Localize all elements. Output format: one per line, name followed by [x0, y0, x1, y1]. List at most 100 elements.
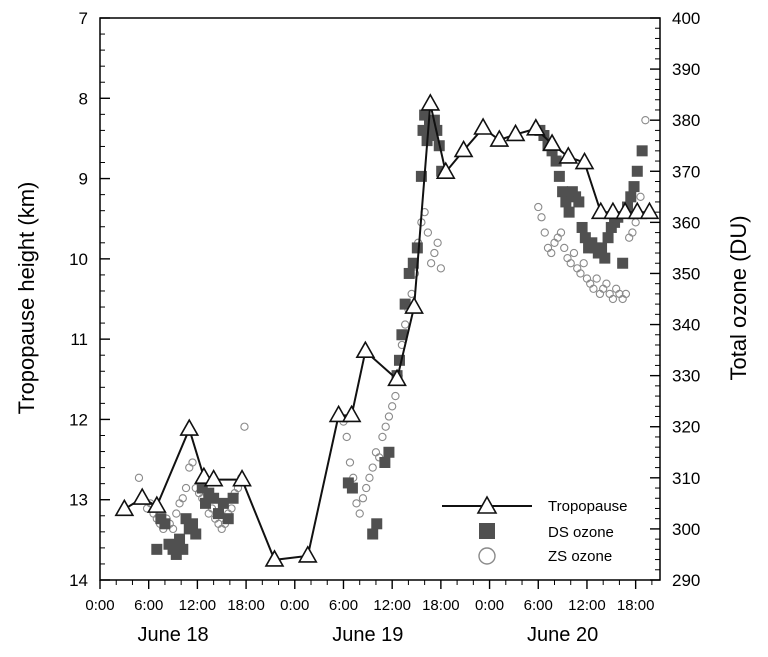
ds-ozone-point — [151, 543, 163, 555]
right-tick-label: 370 — [672, 162, 700, 181]
ds-ozone-point — [159, 518, 171, 530]
x-tick-label: 12:00 — [373, 597, 411, 614]
y-axis-left-title: Tropopause height (km) — [14, 182, 39, 415]
x-day-label: June 20 — [527, 624, 598, 646]
x-tick-label: 6:00 — [524, 597, 553, 614]
tropopause-point — [264, 549, 285, 567]
tropopause-point — [627, 201, 648, 220]
ds-ozone-point — [415, 170, 427, 182]
zs-ozone-point — [537, 213, 546, 222]
ds-ozone-point — [212, 508, 224, 520]
zs-ozone-point — [134, 473, 144, 482]
zs-ozone-point — [550, 238, 559, 247]
series-layer — [114, 93, 660, 567]
ds-ozone-point — [396, 329, 408, 341]
tropopause-point — [146, 495, 167, 513]
legend-zs-marker — [478, 547, 496, 565]
x-day-label: June 18 — [137, 624, 208, 646]
tropopause-point — [232, 469, 252, 487]
ds-ozone-point — [560, 196, 572, 208]
zs-ozone-point — [612, 284, 621, 293]
zs-ozone-point — [621, 289, 631, 299]
tropopause-point — [328, 404, 349, 423]
y-axis-right-title: Total ozone (DU) — [726, 215, 751, 380]
zs-ozone-point — [430, 248, 439, 258]
ds-ozone-point — [196, 482, 208, 494]
x-axis: 0:00 6:00 12:00 18:00 0:00 6:00 12:00 18:00 0:00… — [85, 580, 654, 646]
tropopause-point — [387, 368, 407, 387]
ds-ozone-point — [553, 170, 565, 182]
zs-ozone-point — [592, 274, 601, 283]
legend-ds-marker — [479, 523, 495, 539]
ds-ozone-point — [596, 242, 608, 254]
right-tick-label: 290 — [672, 571, 700, 590]
ds-ozone-point — [367, 528, 379, 540]
zs-ozone-point — [168, 524, 178, 534]
zs-ozone-point — [426, 259, 436, 268]
ds-ozone-point — [631, 165, 643, 177]
left-tick-label: 11 — [70, 330, 88, 349]
ds-ozone-point — [617, 257, 629, 269]
zs-ozone-point — [573, 264, 582, 273]
zs-ozone-point — [576, 269, 585, 278]
ds-ozone-point — [407, 257, 419, 269]
zs-ozone-point — [172, 509, 181, 518]
ds-ozone-point — [379, 456, 391, 468]
tropopause-point — [404, 296, 424, 314]
x-tick-label: 6:00 — [329, 597, 358, 614]
tropopause-point — [473, 117, 493, 135]
tropopause-point — [489, 129, 510, 147]
legend-ds-label: DS ozone — [548, 524, 614, 541]
zs-ozone-point — [599, 284, 608, 293]
left-tick-label: 14 — [69, 571, 88, 590]
zs-ozone-point — [595, 289, 605, 299]
x-tick-label: 18:00 — [227, 597, 265, 614]
left-tick-label: 9 — [79, 170, 88, 189]
x-tick-label: 12:00 — [179, 597, 217, 614]
zs-ozone-point — [388, 402, 397, 411]
x-tick-label: 18:00 — [422, 597, 460, 614]
zs-ozone-point — [605, 289, 614, 299]
zs-ozone-point — [355, 509, 364, 518]
zs-ozone-point — [436, 264, 446, 273]
right-axis: 290 300 310 320 330 340 350 360 370 380 390 400 — [650, 9, 700, 590]
ds-ozone-point — [383, 446, 395, 458]
zs-ozone-point — [185, 463, 194, 472]
zs-ozone-point — [543, 243, 553, 253]
tropopause-point — [341, 404, 362, 423]
ds-ozone-point — [174, 533, 186, 545]
ds-ozone-point — [217, 497, 229, 509]
zs-ozone-point — [384, 412, 394, 421]
left-tick-label: 12 — [69, 410, 88, 429]
x-day-label: June 19 — [332, 624, 403, 646]
ds-ozone-point — [557, 186, 569, 198]
left-tick-label: 13 — [69, 491, 88, 510]
ds-ozone-point — [170, 548, 182, 560]
zs-ozone-point — [618, 294, 627, 304]
ds-ozone-point — [222, 513, 234, 525]
tropopause-point — [453, 139, 474, 158]
zs-ozone-series — [134, 116, 650, 534]
tropopause-point — [203, 469, 224, 487]
tropopause-point — [639, 201, 660, 220]
ds-ozone-point — [411, 242, 423, 254]
zs-ozone-point — [423, 228, 433, 237]
right-tick-label: 340 — [672, 316, 700, 335]
ds-ozone-point — [399, 298, 411, 310]
zs-ozone-point — [391, 391, 400, 401]
ds-ozone-series — [151, 109, 648, 560]
zs-ozone-point — [342, 432, 351, 442]
zs-ozone-point — [534, 202, 543, 212]
plot-frame — [99, 17, 661, 581]
ds-ozone-point — [419, 109, 431, 121]
legend-tropopause-marker — [476, 495, 498, 514]
ds-ozone-point — [371, 518, 383, 530]
ds-ozone-point — [579, 232, 591, 244]
right-tick-label: 380 — [672, 111, 700, 130]
right-tick-label: 330 — [672, 367, 700, 386]
tropopause-point — [435, 161, 456, 179]
right-tick-label: 360 — [672, 213, 700, 232]
zs-ozone-point — [556, 228, 566, 237]
right-tick-label: 320 — [672, 418, 700, 437]
right-tick-label: 350 — [672, 264, 700, 283]
